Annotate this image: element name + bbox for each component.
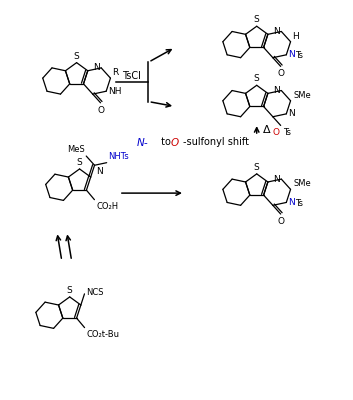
Text: MeS: MeS (67, 145, 85, 154)
Text: N: N (274, 175, 280, 184)
Text: S: S (77, 158, 82, 167)
Text: SMe: SMe (293, 179, 311, 188)
Text: N: N (274, 27, 280, 36)
Text: Δ: Δ (263, 125, 270, 135)
Text: O: O (273, 128, 280, 137)
Text: CO₂t-Bu: CO₂t-Bu (86, 330, 120, 338)
Text: NH: NH (108, 87, 122, 96)
Text: N: N (288, 50, 295, 59)
Text: N: N (94, 63, 100, 72)
Text: $\bf{\it{N}}$-: $\bf{\it{N}}$- (136, 136, 149, 148)
Text: S: S (67, 286, 73, 295)
Text: NHTs: NHTs (108, 152, 128, 161)
Text: S: S (254, 15, 259, 24)
Text: SMe: SMe (293, 91, 311, 100)
Text: R: R (112, 68, 119, 77)
Text: H: H (293, 32, 299, 41)
Text: O: O (277, 217, 284, 226)
Text: -sulfonyl shift: -sulfonyl shift (183, 137, 249, 147)
Text: Ts: Ts (295, 51, 303, 60)
Text: CO₂H: CO₂H (96, 202, 119, 211)
Text: NCS: NCS (86, 288, 104, 297)
Text: Ts: Ts (283, 128, 291, 137)
Text: S: S (254, 163, 259, 172)
Text: to: to (158, 137, 174, 147)
Text: S: S (254, 74, 259, 83)
Text: $\bf{\it{O}}$: $\bf{\it{O}}$ (170, 136, 180, 148)
Text: N: N (288, 198, 295, 207)
Text: TsCl: TsCl (122, 71, 141, 81)
Text: N: N (288, 109, 295, 118)
Text: Ts: Ts (295, 199, 303, 208)
Text: N: N (274, 86, 280, 95)
Text: O: O (277, 69, 284, 78)
Text: N: N (97, 167, 103, 176)
Text: O: O (97, 106, 104, 115)
Text: S: S (74, 52, 79, 61)
